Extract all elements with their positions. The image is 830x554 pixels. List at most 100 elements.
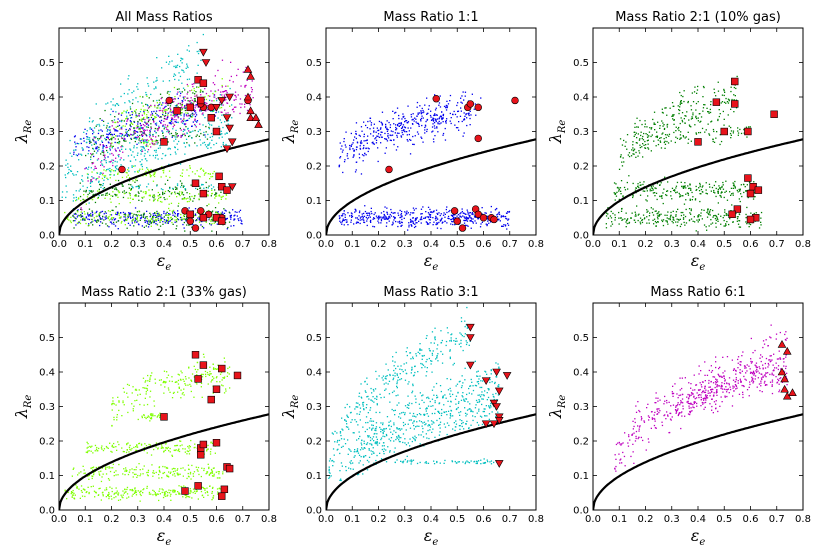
cloud-point <box>129 489 131 491</box>
cloud-point <box>472 218 474 220</box>
cloud-point <box>121 185 124 187</box>
cloud-point <box>175 129 177 132</box>
cloud-point <box>692 114 694 116</box>
cloud-point <box>147 220 149 223</box>
cloud-point <box>150 104 152 107</box>
cloud-point <box>678 126 680 129</box>
cloud-point <box>80 138 83 140</box>
cloud-point <box>72 173 74 175</box>
cloud-point <box>118 142 120 144</box>
cloud-point <box>162 217 164 219</box>
cloud-point <box>142 141 145 143</box>
cloud-point <box>106 192 108 194</box>
cloud-point <box>155 132 157 134</box>
cloud-point <box>624 218 626 220</box>
cloud-point <box>157 115 160 117</box>
cloud-point <box>112 209 114 212</box>
cloud-point <box>70 221 72 224</box>
cloud-point <box>704 131 706 133</box>
cloud-point <box>339 156 342 158</box>
cloud-point <box>216 493 219 495</box>
cloud-point <box>88 137 91 139</box>
cloud-point <box>88 140 91 143</box>
cloud-point <box>129 160 132 162</box>
marker-triangle-down <box>225 93 234 102</box>
cloud-point <box>225 85 227 87</box>
cloud-point <box>211 139 213 141</box>
cloud-point <box>127 218 129 220</box>
cloud-point <box>220 130 222 132</box>
cloud-point <box>175 119 177 121</box>
cloud-point <box>189 167 191 169</box>
cloud-point <box>212 495 215 497</box>
cloud-point <box>636 117 638 119</box>
cloud-point <box>451 220 453 223</box>
y-tick-label: 0.0 <box>573 231 589 242</box>
cloud-point <box>730 137 732 139</box>
cloud-point <box>211 492 213 494</box>
cloud-point <box>366 220 368 222</box>
cloud-point <box>157 147 160 149</box>
cloud-point <box>132 165 135 167</box>
cloud-point <box>425 125 427 127</box>
cloud-point <box>221 211 224 213</box>
cloud-point <box>648 215 651 217</box>
cloud-point <box>172 110 174 112</box>
cloud-point <box>166 475 168 478</box>
cloud-point <box>712 209 714 212</box>
cloud-point <box>111 218 113 220</box>
cloud-point <box>737 127 739 129</box>
cloud-point <box>446 211 448 214</box>
cloud-point <box>133 129 135 132</box>
cloud-point <box>95 466 97 469</box>
cloud-point <box>141 225 143 227</box>
cloud-point <box>91 171 93 173</box>
cloud-point <box>474 103 476 105</box>
cloud-point <box>188 175 190 177</box>
cloud-point <box>360 142 362 145</box>
cloud-point <box>75 484 77 486</box>
cloud-point <box>359 135 361 137</box>
cloud-point <box>194 98 196 100</box>
cloud-point <box>182 197 184 200</box>
cloud-point <box>246 109 249 112</box>
cloud-point <box>142 127 144 129</box>
cloud-point <box>154 140 156 142</box>
cloud-point <box>211 471 214 473</box>
cloud-point <box>171 136 173 138</box>
cloud-point <box>397 225 399 228</box>
cloud-point <box>378 129 380 131</box>
cloud-point <box>182 133 184 135</box>
cloud-point <box>169 105 172 107</box>
cloud-point <box>657 212 659 214</box>
cloud-point <box>450 122 452 125</box>
cloud-point <box>401 221 403 224</box>
cloud-point <box>112 191 114 193</box>
marker-square <box>199 79 208 87</box>
cloud-point <box>83 472 85 475</box>
cloud-point <box>412 135 414 138</box>
cloud-point <box>162 169 164 172</box>
cloud-point <box>420 217 422 219</box>
cloud-point <box>157 200 159 202</box>
cloud-point <box>164 155 166 157</box>
cloud-point <box>466 124 468 127</box>
cloud-point <box>152 154 154 157</box>
cloud-point <box>172 122 174 124</box>
cloud-point <box>144 118 146 121</box>
cloud-point <box>179 75 182 78</box>
cloud-point <box>173 211 176 213</box>
cloud-point <box>365 124 367 127</box>
cloud-point <box>210 184 212 186</box>
cloud-point <box>717 190 719 193</box>
cloud-point <box>98 181 100 183</box>
cloud-point <box>393 143 395 146</box>
cloud-point <box>237 68 239 70</box>
cloud-point <box>165 61 168 63</box>
cloud-point <box>92 177 94 179</box>
cloud-point <box>713 191 715 193</box>
cloud-point <box>191 89 193 91</box>
cloud-point <box>125 470 128 472</box>
cloud-point <box>356 221 358 223</box>
x-tick-label: 0.8 <box>261 239 277 250</box>
